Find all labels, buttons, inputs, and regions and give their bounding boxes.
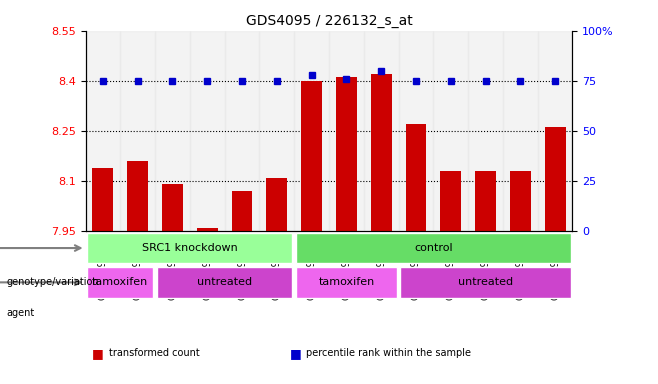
FancyBboxPatch shape	[88, 233, 292, 263]
Bar	[294, 31, 329, 231]
Text: control: control	[414, 243, 453, 253]
Bar	[503, 31, 538, 231]
Bar	[259, 31, 294, 231]
Bar	[162, 184, 183, 231]
Bar	[468, 31, 503, 231]
FancyBboxPatch shape	[88, 267, 153, 298]
Text: agent: agent	[7, 308, 35, 318]
Bar	[475, 171, 496, 231]
Bar	[545, 127, 565, 231]
Bar	[155, 31, 190, 231]
Text: transformed count: transformed count	[109, 348, 199, 358]
Bar	[370, 74, 392, 231]
Bar	[399, 31, 434, 231]
Text: untreated: untreated	[197, 277, 252, 287]
Text: genotype/variation: genotype/variation	[7, 277, 99, 287]
Bar	[93, 167, 113, 231]
Title: GDS4095 / 226132_s_at: GDS4095 / 226132_s_at	[245, 14, 413, 28]
FancyBboxPatch shape	[296, 233, 570, 263]
Text: tamoxifen: tamoxifen	[92, 277, 149, 287]
Bar	[120, 31, 155, 231]
Bar	[440, 171, 461, 231]
FancyBboxPatch shape	[157, 267, 292, 298]
Text: untreated: untreated	[458, 277, 513, 287]
Bar	[266, 177, 288, 231]
Bar	[86, 31, 120, 231]
FancyBboxPatch shape	[296, 267, 397, 298]
Text: ■: ■	[290, 347, 301, 360]
Bar	[301, 81, 322, 231]
Text: tamoxifen: tamoxifen	[318, 277, 374, 287]
Bar	[190, 31, 224, 231]
Bar	[336, 78, 357, 231]
Bar	[510, 171, 531, 231]
Bar	[224, 31, 259, 231]
Bar	[127, 161, 148, 231]
Bar	[405, 124, 426, 231]
FancyBboxPatch shape	[400, 267, 570, 298]
Bar	[197, 228, 218, 231]
Text: SRC1 knockdown: SRC1 knockdown	[142, 243, 238, 253]
Text: percentile rank within the sample: percentile rank within the sample	[306, 348, 471, 358]
Bar	[538, 31, 572, 231]
Text: ■: ■	[92, 347, 104, 360]
Bar	[434, 31, 468, 231]
Bar	[232, 191, 253, 231]
Bar	[364, 31, 399, 231]
Bar	[329, 31, 364, 231]
